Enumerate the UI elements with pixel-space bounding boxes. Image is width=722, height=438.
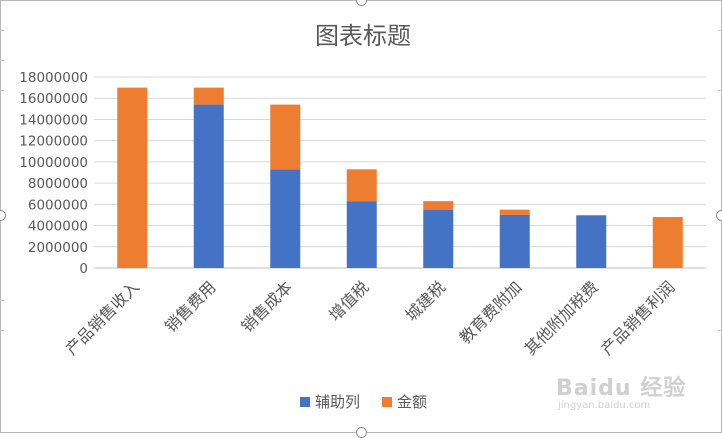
ruler-tick [0, 300, 4, 301]
y-tick-label: 2000000 [28, 240, 88, 256]
legend-swatch [300, 397, 310, 407]
x-category-label: 产品销售利润 [597, 277, 678, 358]
chart-title[interactable]: 图表标题 [315, 22, 411, 50]
watermark-brand: Baidu 经验 [556, 376, 687, 401]
y-tick-label: 16000000 [19, 91, 88, 107]
bar-amount-7[interactable] [652, 217, 683, 268]
x-category-label: 销售成本 [237, 277, 296, 336]
y-tick-label: 12000000 [19, 134, 88, 150]
bar-amount-6[interactable] [576, 214, 607, 217]
bar-amount-0[interactable] [117, 87, 148, 268]
bar-helper-6[interactable] [576, 216, 607, 268]
bar-amount-4[interactable] [423, 201, 454, 210]
x-category-label: 其他附加税费 [521, 277, 602, 358]
ruler-tick [0, 330, 4, 331]
ruler-tick [718, 30, 722, 31]
bar-helper-2[interactable] [270, 169, 301, 268]
legend-swatch [382, 397, 392, 407]
ruler-tick [0, 60, 4, 61]
y-tick-label: 8000000 [28, 176, 88, 192]
x-category-label: 城建税 [402, 277, 449, 324]
gridlines [94, 76, 706, 269]
x-category-label: 产品销售收入 [62, 277, 143, 358]
y-tick-label: 6000000 [28, 197, 88, 213]
y-tick-label: 0 [79, 261, 88, 277]
bar-helper-3[interactable] [346, 201, 377, 268]
ruler-tick [718, 90, 722, 91]
bar-amount-2[interactable] [270, 104, 301, 170]
x-category-label: 增值税 [325, 277, 372, 324]
bar-helper-1[interactable] [193, 104, 224, 268]
y-tick-label: 4000000 [28, 219, 88, 235]
resize-handle-right[interactable] [716, 210, 722, 221]
legend-label: 辅助列 [315, 393, 360, 411]
bars [117, 87, 683, 268]
bar-amount-5[interactable] [499, 209, 530, 215]
ruler-tick [718, 330, 722, 331]
y-tick-label: 14000000 [19, 112, 88, 128]
y-axis-tick-labels: 0 2000000 4000000 6000000 8000000 10000000 120… [19, 70, 88, 277]
legend-label: 金额 [397, 393, 427, 411]
watermark-url: jingyan.baidu.com [558, 400, 651, 411]
y-tick-label: 10000000 [19, 155, 88, 171]
bar-helper-5[interactable] [499, 214, 530, 268]
y-tick-label: 18000000 [19, 70, 88, 86]
ruler-tick [0, 30, 4, 31]
bar-amount-1[interactable] [193, 87, 224, 105]
bar-helper-4[interactable] [423, 209, 454, 268]
x-category-label: 销售费用 [161, 277, 220, 336]
bar-amount-3[interactable] [346, 169, 377, 202]
ruler-tick [0, 90, 4, 91]
x-category-label: 教育费附加 [456, 277, 526, 347]
baidu-watermark: Baidu 经验 jingyan.baidu.com [556, 370, 686, 411]
legend[interactable]: 辅助列 金额 [300, 393, 427, 411]
